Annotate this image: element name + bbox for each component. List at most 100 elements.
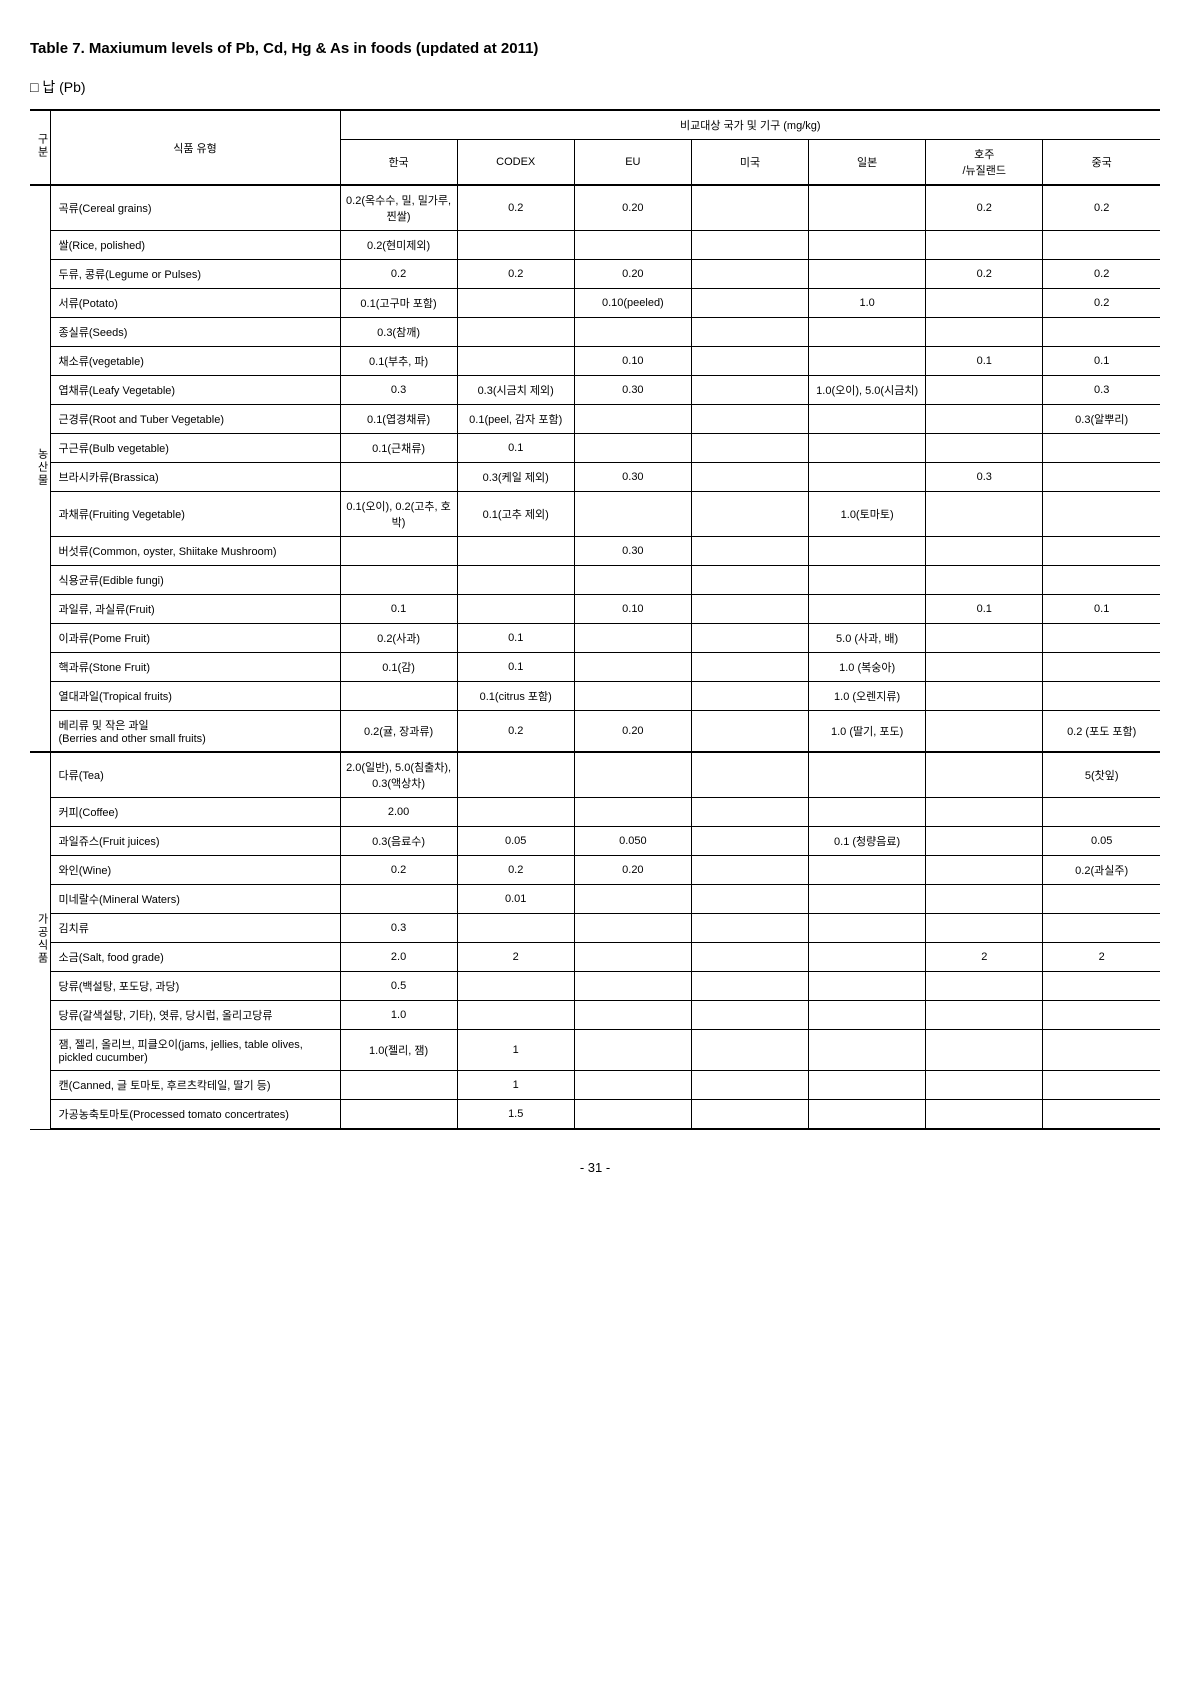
- cell-codex: 0.2: [457, 185, 574, 231]
- food-label: 다류(Tea): [50, 752, 340, 798]
- cell-korea: 1.0(젤리, 잼): [340, 1030, 457, 1071]
- cell-korea: 0.3: [340, 914, 457, 943]
- cell-korea: 0.2(귤, 장과류): [340, 711, 457, 753]
- cell-china: 0.1: [1043, 595, 1160, 624]
- cell-codex: 1.5: [457, 1100, 574, 1130]
- cell-china: [1043, 972, 1160, 1001]
- table-row: 과채류(Fruiting Vegetable)0.1(오이), 0.2(고추, …: [30, 492, 1160, 537]
- cell-eu: [574, 653, 691, 682]
- cell-china: [1043, 653, 1160, 682]
- cell-japan: [809, 537, 926, 566]
- food-label: 두류, 콩류(Legume or Pulses): [50, 260, 340, 289]
- cell-korea: 0.1(오이), 0.2(고추, 호박): [340, 492, 457, 537]
- cell-china: [1043, 1030, 1160, 1071]
- cell-ausnz: [926, 492, 1043, 537]
- cell-japan: [809, 595, 926, 624]
- cell-usa: [691, 185, 808, 231]
- table-row: 소금(Salt, food grade)2.0222: [30, 943, 1160, 972]
- cell-japan: [809, 798, 926, 827]
- cell-codex: [457, 289, 574, 318]
- cell-codex: 0.2: [457, 711, 574, 753]
- cell-usa: [691, 914, 808, 943]
- table-row: 가공식품다류(Tea)2.0(일반), 5.0(침출차), 0.3(액상차)5(…: [30, 752, 1160, 798]
- cell-china: [1043, 463, 1160, 492]
- cell-codex: 2: [457, 943, 574, 972]
- cell-eu: [574, 972, 691, 1001]
- cell-eu: [574, 1030, 691, 1071]
- data-table: 구분 식품 유형 비교대상 국가 및 기구 (mg/kg) 한국 CODEX E…: [30, 109, 1160, 1130]
- cell-korea: [340, 537, 457, 566]
- cell-korea: 0.1(감): [340, 653, 457, 682]
- cell-ausnz: [926, 566, 1043, 595]
- cell-eu: [574, 492, 691, 537]
- cell-codex: 0.3(시금치 제외): [457, 376, 574, 405]
- food-label: 식용균류(Edible fungi): [50, 566, 340, 595]
- cell-korea: 0.3(음료수): [340, 827, 457, 856]
- cell-japan: 1.0 (오렌지류): [809, 682, 926, 711]
- cell-eu: 0.30: [574, 376, 691, 405]
- cell-eu: [574, 1001, 691, 1030]
- cell-korea: [340, 566, 457, 595]
- cell-japan: [809, 1001, 926, 1030]
- food-label: 구근류(Bulb vegetable): [50, 434, 340, 463]
- cell-eu: 0.10: [574, 347, 691, 376]
- cell-codex: 0.05: [457, 827, 574, 856]
- cell-eu: 0.20: [574, 856, 691, 885]
- food-label: 당류(갈색설탕, 기타), 엿류, 당시럽, 올리고당류: [50, 1001, 340, 1030]
- cell-codex: [457, 595, 574, 624]
- cell-eu: [574, 943, 691, 972]
- food-label: 쌀(Rice, polished): [50, 231, 340, 260]
- food-label: 과일류, 과실류(Fruit): [50, 595, 340, 624]
- cell-japan: [809, 231, 926, 260]
- cell-usa: [691, 1030, 808, 1071]
- cell-korea: 0.2: [340, 260, 457, 289]
- cell-ausnz: [926, 914, 1043, 943]
- food-label: 커피(Coffee): [50, 798, 340, 827]
- cell-korea: 0.1(부추, 파): [340, 347, 457, 376]
- cell-eu: 0.20: [574, 260, 691, 289]
- cell-codex: 0.1(peel, 감자 포함): [457, 405, 574, 434]
- cell-japan: [809, 885, 926, 914]
- cell-codex: 0.2: [457, 856, 574, 885]
- cell-codex: 0.1: [457, 624, 574, 653]
- table-row: 당류(갈색설탕, 기타), 엿류, 당시럽, 올리고당류1.0: [30, 1001, 1160, 1030]
- food-label: 버섯류(Common, oyster, Shiitake Mushroom): [50, 537, 340, 566]
- table-row: 과일류, 과실류(Fruit)0.10.100.10.1: [30, 595, 1160, 624]
- cell-china: [1043, 1100, 1160, 1130]
- cell-ausnz: [926, 798, 1043, 827]
- cell-japan: [809, 405, 926, 434]
- table-row: 캔(Canned, 글 토마토, 후르츠칵테일, 딸기 등)1: [30, 1071, 1160, 1100]
- cell-ausnz: [926, 537, 1043, 566]
- table-row: 채소류(vegetable)0.1(부추, 파)0.100.10.1: [30, 347, 1160, 376]
- cell-eu: [574, 798, 691, 827]
- table-row: 과일쥬스(Fruit juices)0.3(음료수)0.050.0500.1 (…: [30, 827, 1160, 856]
- cell-usa: [691, 318, 808, 347]
- cell-japan: 1.0(토마토): [809, 492, 926, 537]
- cell-korea: 0.1: [340, 595, 457, 624]
- cell-usa: [691, 682, 808, 711]
- cell-china: 0.1: [1043, 347, 1160, 376]
- cell-usa: [691, 711, 808, 753]
- cell-eu: 0.20: [574, 185, 691, 231]
- cell-usa: [691, 405, 808, 434]
- food-label: 김치류: [50, 914, 340, 943]
- cell-korea: 2.0(일반), 5.0(침출차), 0.3(액상차): [340, 752, 457, 798]
- cell-ausnz: 2: [926, 943, 1043, 972]
- header-usa: 미국: [691, 140, 808, 186]
- header-ausnz: 호주 /뉴질랜드: [926, 140, 1043, 186]
- cell-usa: [691, 376, 808, 405]
- cell-china: [1043, 1071, 1160, 1100]
- cell-japan: [809, 463, 926, 492]
- cell-eu: [574, 682, 691, 711]
- cell-china: [1043, 566, 1160, 595]
- cell-usa: [691, 595, 808, 624]
- cell-korea: 0.1(고구마 포함): [340, 289, 457, 318]
- header-foodtype: 식품 유형: [50, 110, 340, 185]
- cell-korea: [340, 1071, 457, 1100]
- cell-codex: [457, 347, 574, 376]
- cell-eu: [574, 752, 691, 798]
- header-korea: 한국: [340, 140, 457, 186]
- cell-china: [1043, 624, 1160, 653]
- cell-ausnz: [926, 711, 1043, 753]
- category-plant: 농산물: [30, 185, 50, 752]
